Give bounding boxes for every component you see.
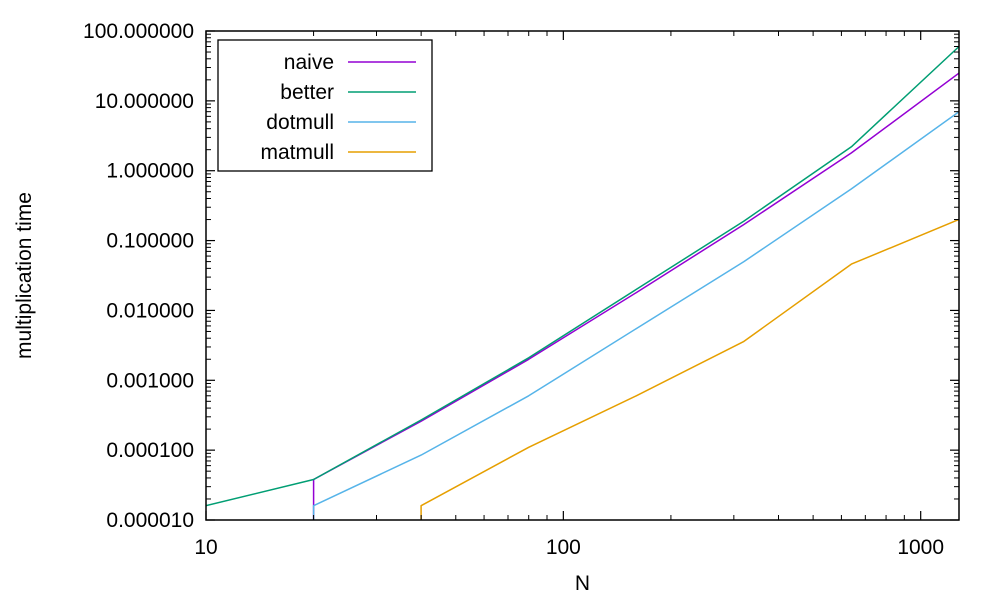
legend-label-dotmull: dotmull	[266, 111, 334, 134]
series-line-dotmull	[312, 111, 959, 520]
axis-ticks	[205, 30, 959, 521]
y-tick-label: 1.000000	[106, 160, 194, 183]
y-tick-label: 0.000100	[106, 439, 194, 462]
x-tick-label: 10	[194, 536, 217, 559]
y-tick-label: 0.010000	[106, 299, 194, 322]
y-tick-label: 10.000000	[95, 90, 194, 113]
legend-label-matmull: matmull	[260, 141, 334, 164]
plot-frame	[205, 30, 960, 521]
y-tick-label: 100.000000	[83, 20, 194, 43]
series-line-better	[206, 45, 959, 507]
x-tick-label: 1000	[897, 536, 944, 559]
legend-label-naive: naive	[284, 51, 334, 74]
series-line-matmull	[420, 218, 959, 520]
y-tick-label: 0.000010	[106, 509, 194, 532]
tick-labels: 0.000010 0.000100 0.001000 0.010000 0.100000…	[83, 20, 944, 559]
y-axis-label: multiplication time	[13, 192, 36, 359]
legend: naive better dotmull matmull	[217, 39, 433, 172]
series-lines	[206, 45, 959, 520]
y-tick-label: 0.100000	[106, 230, 194, 253]
legend-label-better: better	[280, 81, 334, 104]
y-tick-label: 0.001000	[106, 369, 194, 392]
x-tick-label: 100	[546, 536, 581, 559]
x-axis-label: N	[575, 572, 590, 595]
